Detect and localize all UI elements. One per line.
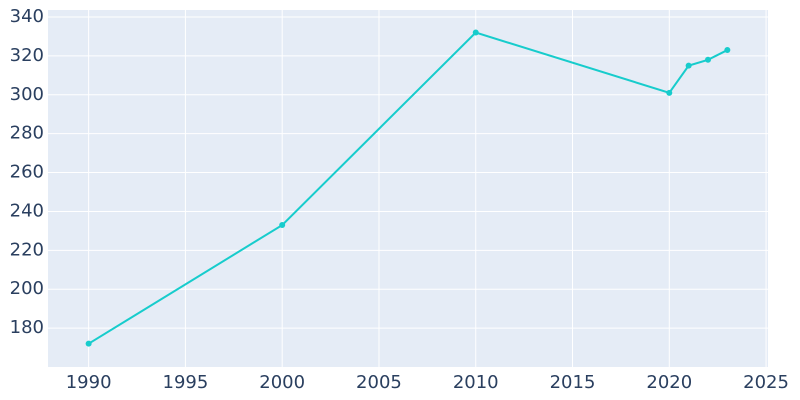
y-tick-label: 300 xyxy=(10,84,44,105)
point xyxy=(85,340,92,347)
y-tick-label: 260 xyxy=(10,162,44,183)
point xyxy=(472,29,479,36)
point xyxy=(279,222,286,229)
x-tick-label: 2020 xyxy=(646,372,692,393)
y-tick-label: 320 xyxy=(10,45,44,66)
x-tick-label: 2010 xyxy=(453,372,499,393)
plot-area xyxy=(48,10,768,367)
y-tick-label: 200 xyxy=(10,278,44,299)
x-tick-label: 1995 xyxy=(163,372,209,393)
y-tick-label: 280 xyxy=(10,123,44,144)
y-tick-label: 340 xyxy=(10,6,44,27)
x-tick-label: 2000 xyxy=(259,372,305,393)
point xyxy=(705,56,711,63)
y-tick-label: 240 xyxy=(10,200,44,221)
x-tick-label: 1990 xyxy=(66,372,112,393)
y-tick-label: 180 xyxy=(10,317,44,338)
x-tick-label: 2025 xyxy=(743,372,789,393)
x-tick-label: 2005 xyxy=(356,372,402,393)
x-tick-label: 2015 xyxy=(550,372,596,393)
point xyxy=(685,62,692,69)
y-tick-label: 220 xyxy=(10,239,44,260)
point xyxy=(724,47,731,54)
point xyxy=(666,89,673,96)
